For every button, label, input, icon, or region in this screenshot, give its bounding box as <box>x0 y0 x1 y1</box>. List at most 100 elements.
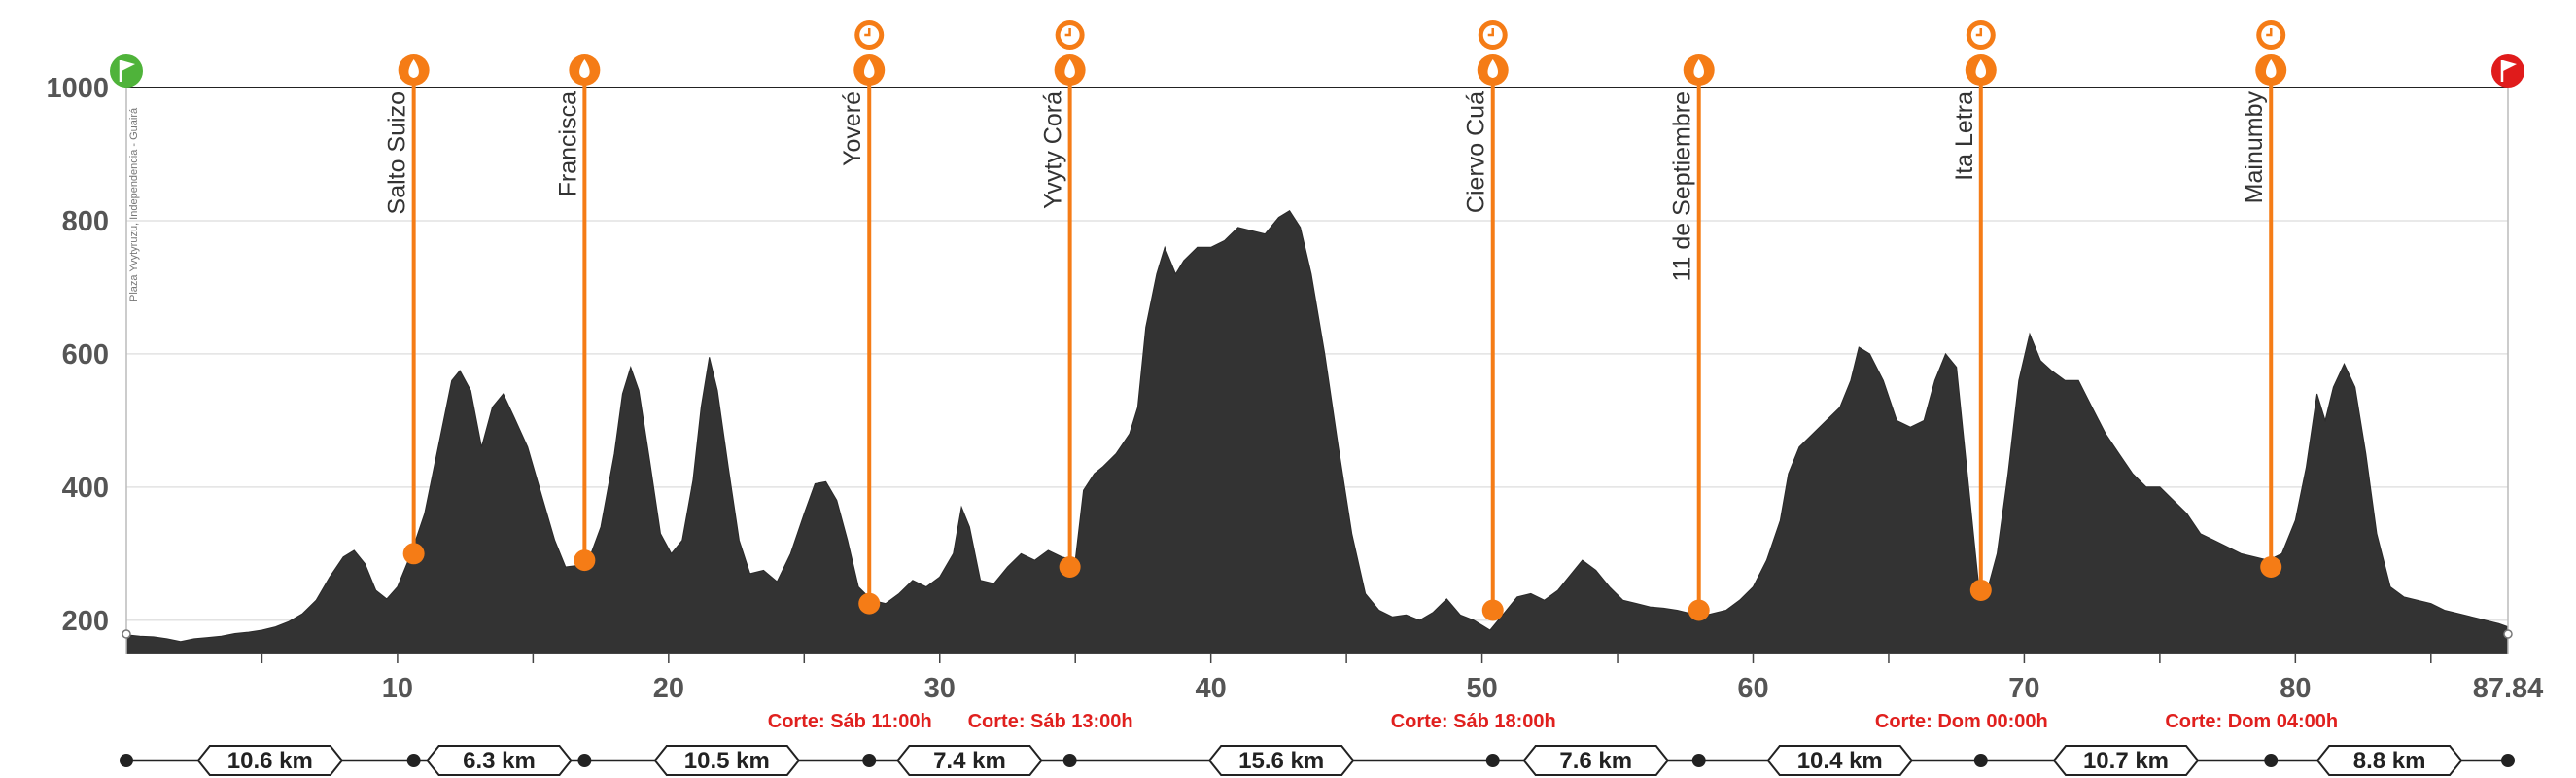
aid-station-label: Mainumby <box>2241 91 2268 204</box>
aid-station-label: Yoveré <box>839 91 866 166</box>
segment-box-6 <box>1766 745 1914 776</box>
clock-hands-icon <box>1975 28 1983 37</box>
water-drop-icon <box>1693 59 1704 78</box>
y-tick-label-1000: 1000 <box>46 73 109 104</box>
start-location-label: Plaza Yvytyruzu, Independencia - Guairá <box>128 107 140 301</box>
water-drop-icon <box>408 59 419 78</box>
aid-station-label: 11 de Septiembre <box>1669 91 1696 282</box>
aid-station-2: Yoveré <box>839 20 886 615</box>
segment-point-3 <box>862 754 877 767</box>
aid-station-label: Yvyty Corá <box>1040 91 1067 209</box>
cutoff-labels: Corte: Sáb 11:00h Corte: Sáb 13:00h Corte:… <box>768 711 2338 732</box>
segment-point-8 <box>2264 754 2279 767</box>
aid-station-point <box>574 549 596 572</box>
aid-station-5: 11 de Septiembre <box>1669 54 1715 621</box>
segment-bar: 10.6 km 6.3 km 10.5 km 7.4 km 15.6 km 7.6 km 1… <box>120 745 2515 776</box>
aid-station-point <box>402 543 425 565</box>
segment-label-1: 6.3 km <box>463 748 536 774</box>
finish-flag-badge <box>2491 54 2524 88</box>
segment-point-0 <box>120 754 133 767</box>
y-tick-label-600: 600 <box>62 339 109 371</box>
segment-label-8: 8.8 km <box>2353 748 2426 774</box>
segment-point-2 <box>577 754 592 767</box>
plot-frame: Plaza Yvytyruzu, Independencia - Guairá <box>122 87 2513 654</box>
elevation-area-path <box>125 210 2509 654</box>
aid-stations: Salto Suizo Francisca Yoveré Yvyty Corá Cier… <box>384 20 2287 621</box>
aid-station-label: Francisca <box>554 91 581 196</box>
y-tick-label-800: 800 <box>62 206 109 237</box>
cutoff-label-2: Corte: Sáb 18:00h <box>1391 711 1556 732</box>
segment-label-2: 10.5 km <box>684 748 770 774</box>
segment-box-0 <box>196 745 344 776</box>
segment-point-5 <box>1485 754 1500 767</box>
clock-hands-icon <box>864 28 871 37</box>
start-axis-marker <box>122 629 131 639</box>
aid-station-point <box>1688 599 1710 621</box>
segment-label-4: 15.6 km <box>1238 748 1324 774</box>
flags <box>110 54 2524 88</box>
aid-station-7: Mainumby <box>2241 20 2287 578</box>
segment-point-4 <box>1062 754 1077 767</box>
x-tick-label-70: 70 <box>2008 673 2039 704</box>
segment-box-7 <box>2052 745 2200 776</box>
clock-hands-icon <box>1064 28 1071 37</box>
water-drop-icon <box>579 59 590 78</box>
aid-station-label: Ita Letra <box>1951 91 1978 181</box>
water-drop-icon <box>1975 59 1987 78</box>
y-axis: 200 400 600 800 1000 <box>46 73 109 637</box>
aid-station-point <box>1481 599 1504 621</box>
y-tick-label-200: 200 <box>62 606 109 637</box>
segment-box-2 <box>653 745 801 776</box>
segment-point-6 <box>1691 754 1706 767</box>
aid-station-point <box>1969 579 1992 601</box>
segment-box-1 <box>426 745 573 776</box>
water-drop-icon <box>863 59 875 78</box>
segment-label-0: 10.6 km <box>227 748 313 774</box>
start-flag-icon <box>122 60 135 71</box>
x-axis: 10 20 30 40 50 60 70 80 87.84 <box>261 654 2543 704</box>
segment-point-7 <box>1973 754 1988 767</box>
aid-station-0: Salto Suizo <box>384 54 430 565</box>
aid-station-6: Ita Letra <box>1951 20 1997 601</box>
aid-station-point <box>1059 555 1081 578</box>
segment-label-7: 10.7 km <box>2083 748 2169 774</box>
aid-station-4: Ciervo Cuá <box>1463 20 1509 621</box>
aid-station-1: Francisca <box>554 54 601 572</box>
y-tick-label-400: 400 <box>62 473 109 504</box>
x-tick-label-80: 80 <box>2280 673 2311 704</box>
x-tick-label-40: 40 <box>1196 673 1227 704</box>
x-tick-label-10: 10 <box>382 673 413 704</box>
start-flag <box>110 54 143 88</box>
aid-station-label: Ciervo Cuá <box>1463 91 1490 213</box>
segment-box-3 <box>896 745 1043 776</box>
cutoff-label-0: Corte: Sáb 11:00h <box>768 711 932 732</box>
cutoff-label-3: Corte: Dom 00:00h <box>1875 711 2048 732</box>
finish-flag-icon <box>2503 60 2517 71</box>
aid-station-3: Yvyty Corá <box>1040 20 1086 578</box>
segment-point-9 <box>2501 754 2515 767</box>
water-drop-icon <box>2265 59 2277 78</box>
x-tick-label-30: 30 <box>924 673 956 704</box>
water-drop-icon <box>1064 59 1075 78</box>
finish-flag <box>2491 54 2524 88</box>
segment-label-5: 7.6 km <box>1559 748 1632 774</box>
water-drop-icon <box>1487 59 1498 78</box>
cutoff-label-4: Corte: Dom 04:00h <box>2165 711 2338 732</box>
x-end-label: 87.84 <box>2473 673 2544 704</box>
aid-station-point <box>858 592 881 615</box>
segment-point-1 <box>406 754 421 767</box>
start-flag-badge <box>110 54 143 88</box>
segment-box-8 <box>2315 745 2463 776</box>
x-tick-label-60: 60 <box>1737 673 1768 704</box>
cutoff-label-1: Corte: Sáb 13:00h <box>968 711 1133 732</box>
segment-label-6: 10.4 km <box>1797 748 1883 774</box>
segment-box-4 <box>1207 745 1355 776</box>
clock-hands-icon <box>2266 28 2273 37</box>
clock-hands-icon <box>1487 28 1494 37</box>
aid-station-label: Salto Suizo <box>384 91 411 214</box>
x-tick-label-20: 20 <box>653 673 684 704</box>
aid-station-point <box>2260 555 2282 578</box>
end-axis-marker <box>2503 629 2513 639</box>
segment-box-5 <box>1522 745 1670 776</box>
